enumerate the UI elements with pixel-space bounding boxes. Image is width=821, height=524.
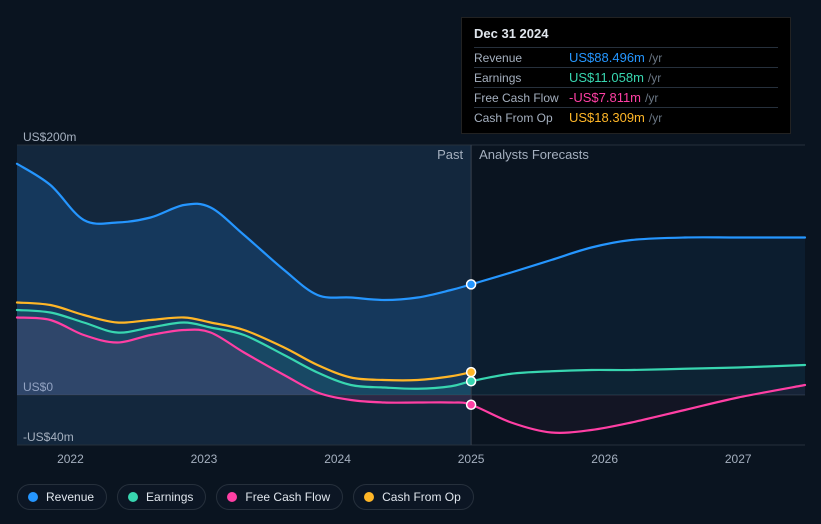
legend-label: Cash From Op <box>382 490 461 504</box>
tooltip-row-value: US$18.309m <box>569 110 645 125</box>
tooltip-row-value: US$88.496m <box>569 50 645 65</box>
tooltip-row-unit: /yr <box>645 91 658 105</box>
tooltip-row-label: Cash From Op <box>474 111 569 125</box>
x-axis-label: 2023 <box>191 452 218 466</box>
tooltip-row-revenue: RevenueUS$88.496m/yr <box>474 47 778 67</box>
marker-fcf[interactable] <box>467 400 476 409</box>
legend-dot-icon <box>364 492 374 502</box>
tooltip-row-cfo: Cash From OpUS$18.309m/yr <box>474 107 778 127</box>
marker-earnings[interactable] <box>467 377 476 386</box>
chart-legend: Revenue Earnings Free Cash Flow Cash From O… <box>17 484 474 510</box>
legend-label: Revenue <box>46 490 94 504</box>
x-axis-label: 2027 <box>725 452 752 466</box>
x-axis-label: 2022 <box>57 452 84 466</box>
tooltip-row-label: Earnings <box>474 71 569 85</box>
marker-revenue[interactable] <box>467 280 476 289</box>
legend-dot-icon <box>128 492 138 502</box>
tooltip-row-value: -US$7.811m <box>569 90 641 105</box>
y-axis-label: -US$40m <box>23 430 74 444</box>
x-axis-label: 2025 <box>458 452 485 466</box>
tooltip-row-value: US$11.058m <box>569 70 644 85</box>
x-axis-label: 2026 <box>591 452 618 466</box>
tooltip-row-unit: /yr <box>649 111 662 125</box>
legend-item-fcf[interactable]: Free Cash Flow <box>216 484 343 510</box>
financials-forecast-chart: US$200mUS$0-US$40mPastAnalysts Forecasts… <box>0 0 821 524</box>
chart-tooltip: Dec 31 2024 RevenueUS$88.496m/yrEarnings… <box>461 17 791 134</box>
legend-label: Free Cash Flow <box>245 490 330 504</box>
marker-cfo[interactable] <box>467 368 476 377</box>
legend-item-earnings[interactable]: Earnings <box>117 484 206 510</box>
tooltip-row-label: Revenue <box>474 51 569 65</box>
section-label-future: Analysts Forecasts <box>479 147 589 162</box>
tooltip-row-unit: /yr <box>648 71 661 85</box>
legend-item-cfo[interactable]: Cash From Op <box>353 484 474 510</box>
tooltip-row-unit: /yr <box>649 51 662 65</box>
x-axis-label: 2024 <box>324 452 351 466</box>
legend-item-revenue[interactable]: Revenue <box>17 484 107 510</box>
tooltip-row-earnings: EarningsUS$11.058m/yr <box>474 67 778 87</box>
legend-label: Earnings <box>146 490 193 504</box>
legend-dot-icon <box>28 492 38 502</box>
tooltip-row-fcf: Free Cash Flow-US$7.811m/yr <box>474 87 778 107</box>
tooltip-date: Dec 31 2024 <box>474 26 778 41</box>
tooltip-row-label: Free Cash Flow <box>474 91 569 105</box>
legend-dot-icon <box>227 492 237 502</box>
y-axis-label: US$200m <box>23 130 76 144</box>
section-label-past: Past <box>437 147 463 162</box>
